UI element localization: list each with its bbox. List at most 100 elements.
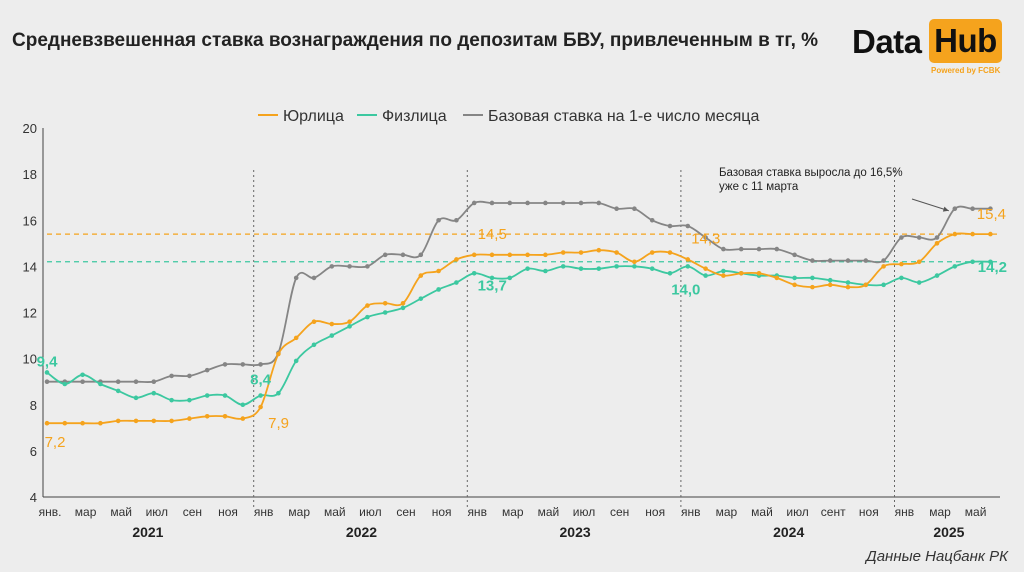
data-point: [329, 333, 335, 338]
data-point: [792, 275, 797, 281]
x-tick-label: сент: [821, 505, 846, 519]
data-point: [80, 379, 85, 384]
data-point: [454, 280, 459, 285]
data-point: [98, 381, 103, 387]
data-point: [44, 379, 50, 384]
x-tick-label: июл: [786, 505, 808, 519]
data-point: [738, 246, 744, 252]
source-note: Данные Нацбанк РК: [866, 548, 1008, 565]
data-point: [507, 252, 513, 258]
data-point: [988, 259, 993, 265]
annotation-text: Базовая ставка выросла до 16,5%: [719, 167, 903, 179]
data-point: [827, 277, 833, 283]
year-label: 2023: [560, 524, 591, 540]
data-point: [525, 266, 530, 271]
data-point: [970, 206, 975, 212]
data-point: [614, 250, 619, 255]
data-point: [204, 393, 210, 398]
data-point: [311, 319, 317, 325]
data-point: [365, 314, 370, 320]
data-point: [151, 379, 157, 384]
data-point: [614, 264, 619, 269]
year-label: 2021: [132, 524, 163, 540]
data-point: [382, 310, 388, 315]
data-point: [80, 372, 85, 378]
y-tick-label: 18: [23, 167, 37, 182]
year-label: 2022: [346, 524, 377, 540]
data-point: [240, 416, 246, 421]
data-point: [863, 258, 869, 263]
data-point: [934, 235, 940, 240]
x-tick-label: май: [965, 505, 987, 519]
data-point: [899, 275, 904, 281]
data-point: [382, 252, 388, 258]
data-point: [169, 373, 174, 379]
y-tick-label: 8: [30, 398, 37, 413]
data-label-физлица: 13,7: [478, 277, 507, 294]
data-point: [436, 217, 441, 223]
data-point: [578, 250, 584, 255]
data-point: [44, 370, 50, 375]
datahub-logo: Data Hub Powered by FCBK: [852, 19, 1008, 79]
data-point: [952, 264, 958, 269]
data-point: [187, 416, 192, 421]
data-point: [703, 273, 708, 278]
data-point: [276, 390, 281, 396]
data-point: [365, 303, 370, 308]
data-point: [881, 264, 886, 269]
data-point: [276, 351, 281, 357]
data-point: [347, 264, 352, 269]
x-tick-label: июл: [359, 505, 381, 519]
data-point: [400, 300, 406, 306]
data-point: [115, 379, 121, 384]
data-point: [632, 206, 637, 212]
data-point: [133, 379, 139, 384]
x-tick-label: мар: [716, 505, 738, 519]
y-tick-label: 12: [23, 306, 37, 321]
x-tick-label: янв: [467, 505, 487, 519]
data-point: [240, 362, 246, 367]
x-tick-label: мар: [75, 505, 97, 519]
legend-label-юрлица: Юрлица: [283, 108, 344, 125]
y-tick-label: 20: [23, 121, 37, 136]
data-point: [667, 270, 673, 276]
data-point: [293, 335, 299, 341]
x-tick-label: сен: [396, 505, 415, 519]
year-label: 2024: [773, 524, 804, 540]
data-point: [62, 381, 68, 387]
data-point: [222, 362, 228, 367]
chart-title: Средневзвешенная ставка вознаграждения п…: [12, 30, 819, 51]
data-label-физлица: 14,0: [671, 281, 700, 298]
logo-tagline: Powered by FCBK: [931, 66, 1001, 75]
data-point: [827, 282, 833, 288]
x-tick-label: янв: [681, 505, 701, 519]
data-point: [382, 300, 388, 306]
annotation-text: уже с 11 марта: [719, 181, 799, 193]
data-point: [827, 258, 833, 263]
data-point: [721, 268, 726, 274]
data-point: [685, 223, 691, 229]
data-point: [525, 252, 530, 258]
data-label-юрлица: 7,2: [45, 434, 66, 451]
data-point: [738, 270, 744, 276]
data-point: [507, 275, 513, 281]
data-point: [756, 270, 762, 276]
data-point: [418, 273, 424, 278]
data-point: [311, 342, 317, 348]
y-tick-label: 4: [30, 490, 37, 505]
data-point: [934, 241, 940, 246]
data-point: [115, 418, 121, 424]
data-point: [560, 200, 566, 206]
x-tick-label: ноя: [218, 505, 238, 519]
logo-word-data: Data: [852, 23, 922, 60]
logo-word-hub: Hub: [929, 19, 1002, 63]
data-point: [133, 395, 139, 401]
data-point: [454, 217, 459, 223]
data-point: [721, 246, 726, 252]
data-point: [347, 324, 352, 329]
x-tick-label: мар: [929, 505, 951, 519]
data-point: [222, 413, 228, 419]
data-point: [98, 420, 103, 426]
data-point: [970, 259, 975, 265]
x-tick-label: мар: [502, 505, 524, 519]
